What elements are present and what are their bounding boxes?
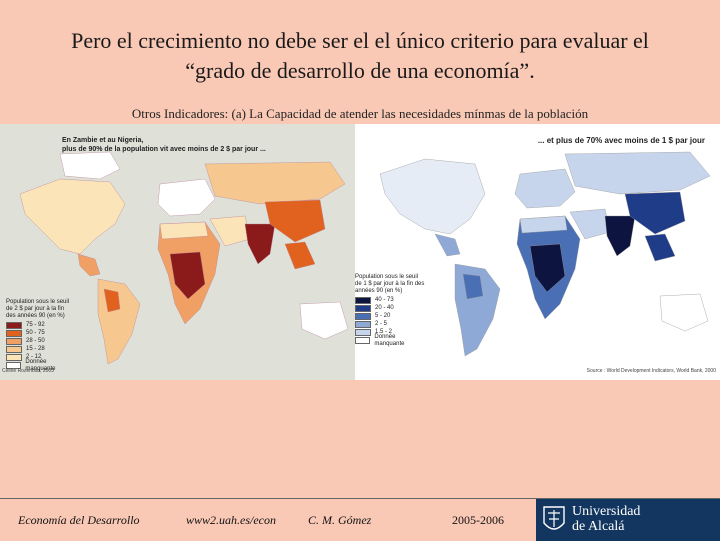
world-map-right <box>379 151 711 357</box>
maps-image: En Zambie et au Nigeria, plus de 90% de … <box>0 124 720 380</box>
slide-subtitle: Otros Indicadores: (a) La Capacidad de a… <box>131 106 589 121</box>
legend-entry: 20 - 40 <box>355 305 425 312</box>
university-crest-icon <box>543 506 565 530</box>
legend-label: 75 - 92 <box>26 322 45 328</box>
legend-label: 2 - 5 <box>375 321 388 327</box>
legend-entry: Donnée manquante <box>6 359 76 372</box>
legend-swatch <box>6 346 22 353</box>
legend-swatch <box>355 337 371 344</box>
map-left-caption-line2: plus de 90% de la population vit avec mo… <box>62 146 266 153</box>
slide-footer: Economía del Desarrollo www2.uah.es/econ… <box>0 498 720 541</box>
legend-swatch <box>6 338 22 345</box>
map-left-caption-line1: En Zambie et au Nigeria, <box>62 137 144 144</box>
footer-url: www2.uah.es/econ <box>186 513 276 527</box>
legend-entry: 50 - 75 <box>6 330 76 337</box>
map-left-legend: Population sous le seuil de 2 $ par jour… <box>6 299 76 372</box>
map-right-legend-title: Population sous le seuil de 1 $ par jour… <box>355 274 425 295</box>
legend-swatch <box>6 362 22 369</box>
legend-swatch <box>355 297 371 304</box>
legend-swatch <box>6 354 22 361</box>
slide-title-line2: “grado de desarrollo de una economía”. <box>185 58 535 83</box>
legend-swatch <box>6 330 22 337</box>
legend-entry: 15 - 28 <box>6 346 76 353</box>
legend-title-line: Population sous le seuil <box>355 274 419 280</box>
legend-label: 28 - 50 <box>26 338 45 344</box>
legend-swatch <box>355 321 371 328</box>
university-name-line2: de Alcalá <box>572 519 625 534</box>
legend-label: 40 - 73 <box>375 297 394 303</box>
legend-label: 50 - 75 <box>26 330 45 336</box>
legend-entry: 2 - 12 <box>6 354 76 361</box>
legend-label: Donnée manquante <box>374 333 405 347</box>
legend-title-line: Population sous le seuil <box>6 299 70 305</box>
footer-author: C. M. Gómez <box>308 513 372 527</box>
legend-entry: 40 - 73 <box>355 297 425 304</box>
world-map-left <box>19 151 349 365</box>
legend-entry: 5 - 20 <box>355 313 425 320</box>
legend-label: 15 - 28 <box>26 346 45 352</box>
legend-swatch <box>6 322 22 329</box>
legend-label: Donnée manquante <box>25 358 56 372</box>
university-name-line1: Universidad <box>572 504 641 519</box>
legend-title-line: de 2 $ par jour à la fin <box>6 306 65 312</box>
legend-entry: 75 - 92 <box>6 322 76 329</box>
slide-title: Pero el crecimiento no debe ser el el ún… <box>20 26 700 86</box>
legend-title-line: années 90 (en %) <box>355 288 403 294</box>
legend-title-line: de 1 $ par jour à la fin des <box>355 281 425 287</box>
legend-label: 2 - 12 <box>26 354 42 360</box>
map-right-legend: Population sous le seuil de 1 $ par jour… <box>355 274 425 347</box>
footer-years: 2005-2006 <box>452 513 504 527</box>
legend-label: 1.5 - 2 <box>375 329 393 335</box>
slide-title-line1: Pero el crecimiento no debe ser el el ún… <box>71 28 649 53</box>
map-left-caption: En Zambie et au Nigeria, plus de 90% de … <box>62 136 266 154</box>
legend-entry: 1.5 - 2 <box>355 329 425 336</box>
university-logo: Universidad de Alcalá <box>536 499 720 541</box>
legend-label: 20 - 40 <box>375 305 394 311</box>
map-right-caption: ... et plus de 70% avec moins de 1 $ par… <box>537 136 705 145</box>
map-poverty-2-dollars: En Zambie et au Nigeria, plus de 90% de … <box>0 124 355 380</box>
legend-label: 5 - 20 <box>375 313 391 319</box>
map-left-source: Céline Rozenblat, 2003 <box>2 368 54 374</box>
map-right-source: Source : World Development Indicators, W… <box>586 368 716 374</box>
legend-entry: 2 - 5 <box>355 321 425 328</box>
legend-entry: Donnée manquante <box>355 334 425 347</box>
legend-swatch <box>355 305 371 312</box>
legend-entry: 28 - 50 <box>6 338 76 345</box>
map-poverty-1-dollar: ... et plus de 70% avec moins de 1 $ par… <box>355 124 720 380</box>
legend-swatch <box>355 329 371 336</box>
legend-swatch <box>355 313 371 320</box>
map-left-legend-title: Population sous le seuil de 2 $ par jour… <box>6 299 76 320</box>
legend-title-line: des années 90 (en %) <box>6 313 65 319</box>
footer-course: Economía del Desarrollo <box>18 513 140 527</box>
